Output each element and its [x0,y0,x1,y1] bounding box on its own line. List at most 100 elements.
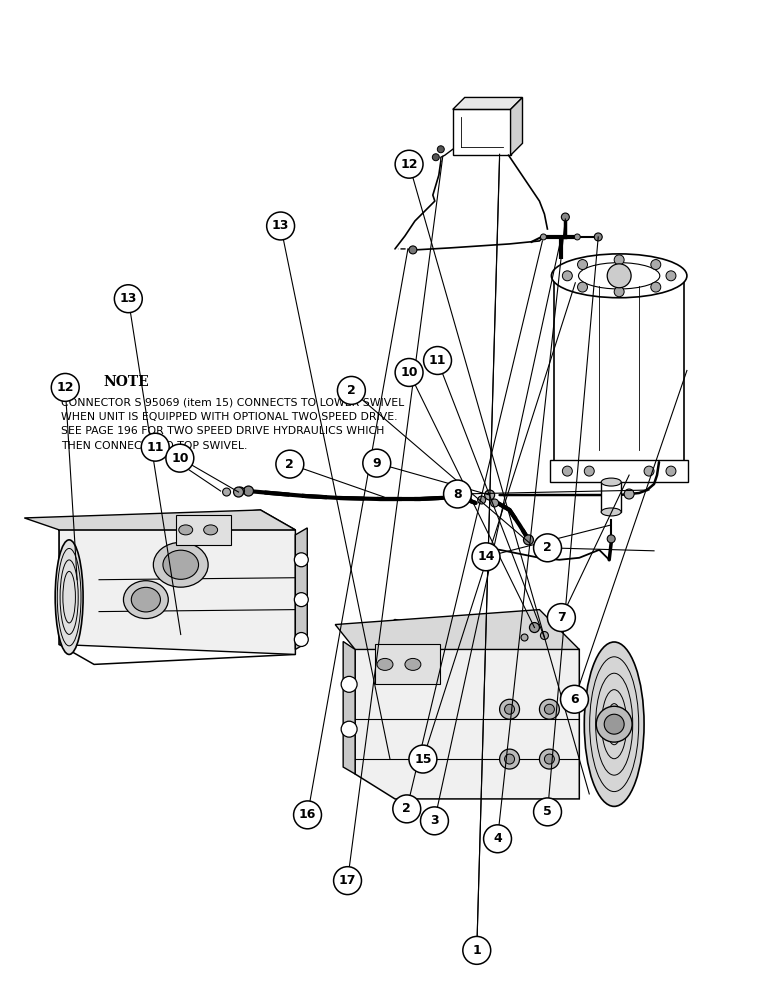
Polygon shape [344,641,355,774]
Circle shape [666,466,676,476]
Circle shape [294,593,308,607]
Circle shape [540,234,547,240]
Circle shape [615,255,624,265]
Text: 3: 3 [430,814,438,827]
Circle shape [483,825,512,853]
Circle shape [574,234,581,240]
Circle shape [505,704,514,714]
Bar [452,109,510,155]
Text: 7: 7 [557,611,566,624]
Circle shape [432,154,439,161]
Polygon shape [452,97,523,109]
Circle shape [540,699,560,719]
Circle shape [222,488,231,496]
Circle shape [395,359,423,386]
Circle shape [166,444,194,472]
Circle shape [644,466,654,476]
Ellipse shape [551,254,687,298]
Circle shape [337,376,365,404]
Bar [176,515,231,545]
Text: 16: 16 [299,808,317,821]
Text: 5: 5 [543,805,552,818]
Text: 11: 11 [147,441,164,454]
Circle shape [341,676,357,692]
Text: 9: 9 [372,457,381,470]
Circle shape [521,634,528,641]
Text: 1: 1 [472,944,481,957]
Circle shape [395,150,423,178]
Text: NOTE: NOTE [103,375,149,389]
Text: 8: 8 [453,488,462,501]
Circle shape [472,543,500,571]
Polygon shape [296,528,307,649]
Ellipse shape [377,658,393,670]
Ellipse shape [124,581,168,619]
Circle shape [584,466,594,476]
Circle shape [334,867,361,895]
Circle shape [651,282,661,292]
Ellipse shape [601,478,621,486]
Circle shape [533,534,561,562]
Text: 2: 2 [347,384,356,397]
Ellipse shape [55,540,83,654]
Circle shape [596,706,632,742]
Circle shape [234,487,243,497]
Text: 13: 13 [272,219,290,232]
Text: 2: 2 [543,541,552,554]
Circle shape [478,496,486,504]
Circle shape [651,260,661,270]
Text: 6: 6 [571,693,579,706]
Text: 11: 11 [428,354,446,367]
Circle shape [276,450,304,478]
Circle shape [491,499,499,507]
Bar [601,482,621,512]
Circle shape [624,489,634,499]
Polygon shape [355,620,579,799]
Text: 12: 12 [56,381,74,394]
Circle shape [523,535,533,545]
Text: 10: 10 [401,366,418,379]
Circle shape [409,246,417,254]
Ellipse shape [154,542,208,587]
Circle shape [530,623,540,633]
Bar [550,460,688,482]
Circle shape [437,146,445,153]
Circle shape [540,749,560,769]
Text: 2: 2 [402,802,411,815]
Circle shape [266,212,295,240]
Circle shape [562,466,572,476]
Ellipse shape [163,550,198,579]
Ellipse shape [204,525,218,535]
Ellipse shape [405,658,421,670]
Circle shape [594,233,602,241]
Circle shape [51,373,80,401]
Circle shape [540,632,548,639]
Circle shape [363,449,391,477]
Circle shape [141,433,169,461]
Ellipse shape [601,508,621,516]
Text: 14: 14 [477,550,495,563]
Ellipse shape [131,587,161,612]
Circle shape [608,535,615,543]
Text: 12: 12 [401,158,418,171]
Circle shape [499,699,520,719]
Circle shape [444,480,472,508]
Text: 17: 17 [339,874,357,887]
Circle shape [577,282,587,292]
Circle shape [463,936,491,964]
Text: 13: 13 [120,292,137,305]
Circle shape [544,704,554,714]
Polygon shape [59,530,296,654]
Circle shape [409,745,437,773]
Circle shape [604,714,624,734]
Text: CONNECTOR S 95069 (item 15) CONNECTS TO LOWER SWIVEL
WHEN UNIT IS EQUIPPED WITH : CONNECTOR S 95069 (item 15) CONNECTS TO … [61,397,405,451]
Bar [554,276,684,460]
Circle shape [533,798,561,826]
Circle shape [341,721,357,737]
Circle shape [243,486,253,496]
Circle shape [666,271,676,281]
Circle shape [293,801,321,829]
Circle shape [421,807,449,835]
Circle shape [608,264,631,288]
Ellipse shape [584,642,644,806]
